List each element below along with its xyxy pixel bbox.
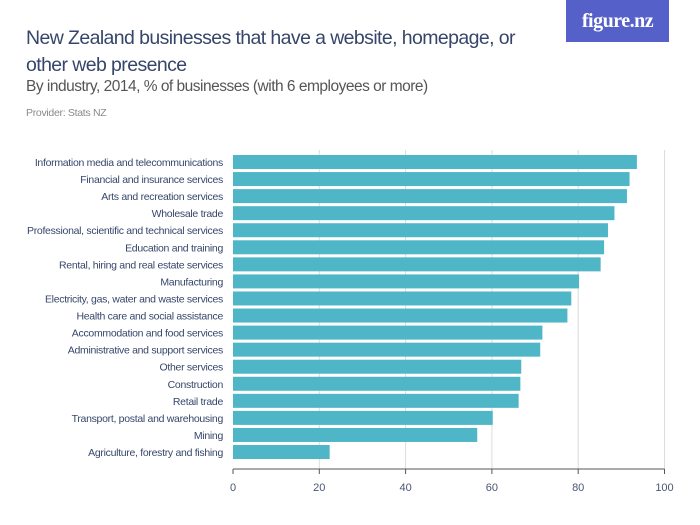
x-tick-label: 80 bbox=[572, 482, 584, 494]
category-label: Other services bbox=[160, 362, 224, 374]
bar bbox=[233, 376, 521, 391]
category-label: Health care and social assistance bbox=[76, 311, 223, 323]
x-tick-label: 0 bbox=[230, 482, 236, 494]
category-label: Wholesale trade bbox=[152, 208, 224, 220]
category-label: Agriculture, forestry and fishing bbox=[88, 447, 223, 459]
category-label: Financial and insurance services bbox=[80, 174, 223, 186]
bar bbox=[233, 155, 637, 169]
category-label: Professional, scientific and technical s… bbox=[27, 225, 223, 237]
category-label: Mining bbox=[194, 430, 224, 442]
figure-nz-logo[interactable]: figure.nz bbox=[566, 0, 669, 42]
x-tick-label: 100 bbox=[655, 482, 673, 494]
bar bbox=[233, 325, 543, 340]
bar bbox=[233, 291, 572, 306]
bar bbox=[233, 393, 519, 408]
bar bbox=[233, 257, 601, 272]
bar bbox=[233, 308, 568, 323]
bar bbox=[233, 240, 605, 255]
bar bbox=[233, 206, 615, 221]
category-label: Construction bbox=[168, 379, 224, 391]
category-label: Accommodation and food services bbox=[72, 328, 223, 340]
category-label: Administrative and support services bbox=[68, 345, 223, 357]
category-label: Electricity, gas, water and waste servic… bbox=[45, 293, 223, 305]
category-label: Arts and recreation services bbox=[101, 191, 223, 203]
chart-title: New Zealand businesses that have a websi… bbox=[26, 27, 515, 76]
bar bbox=[233, 445, 330, 460]
category-label: Information media and telecommunications bbox=[35, 157, 223, 169]
category-label: Rental, hiring and real estate services bbox=[59, 259, 223, 271]
x-tick-label: 60 bbox=[486, 482, 498, 494]
category-label: Manufacturing bbox=[160, 276, 223, 288]
category-label: Retail trade bbox=[173, 396, 224, 408]
x-tick-label: 40 bbox=[399, 482, 411, 494]
x-tick-label: 20 bbox=[313, 482, 325, 494]
bar bbox=[233, 342, 541, 357]
provider-label: Provider: Stats NZ bbox=[26, 107, 107, 119]
bar bbox=[233, 189, 627, 204]
bar bbox=[233, 410, 493, 425]
bar bbox=[233, 172, 630, 187]
bar bbox=[233, 274, 580, 289]
category-label: Education and training bbox=[125, 242, 223, 254]
bar bbox=[233, 427, 478, 442]
category-label: Transport, postal and warehousing bbox=[72, 413, 224, 425]
bar bbox=[233, 223, 608, 238]
chart-subtitle: By industry, 2014, % of businesses (with… bbox=[26, 78, 428, 95]
bar bbox=[233, 359, 522, 374]
